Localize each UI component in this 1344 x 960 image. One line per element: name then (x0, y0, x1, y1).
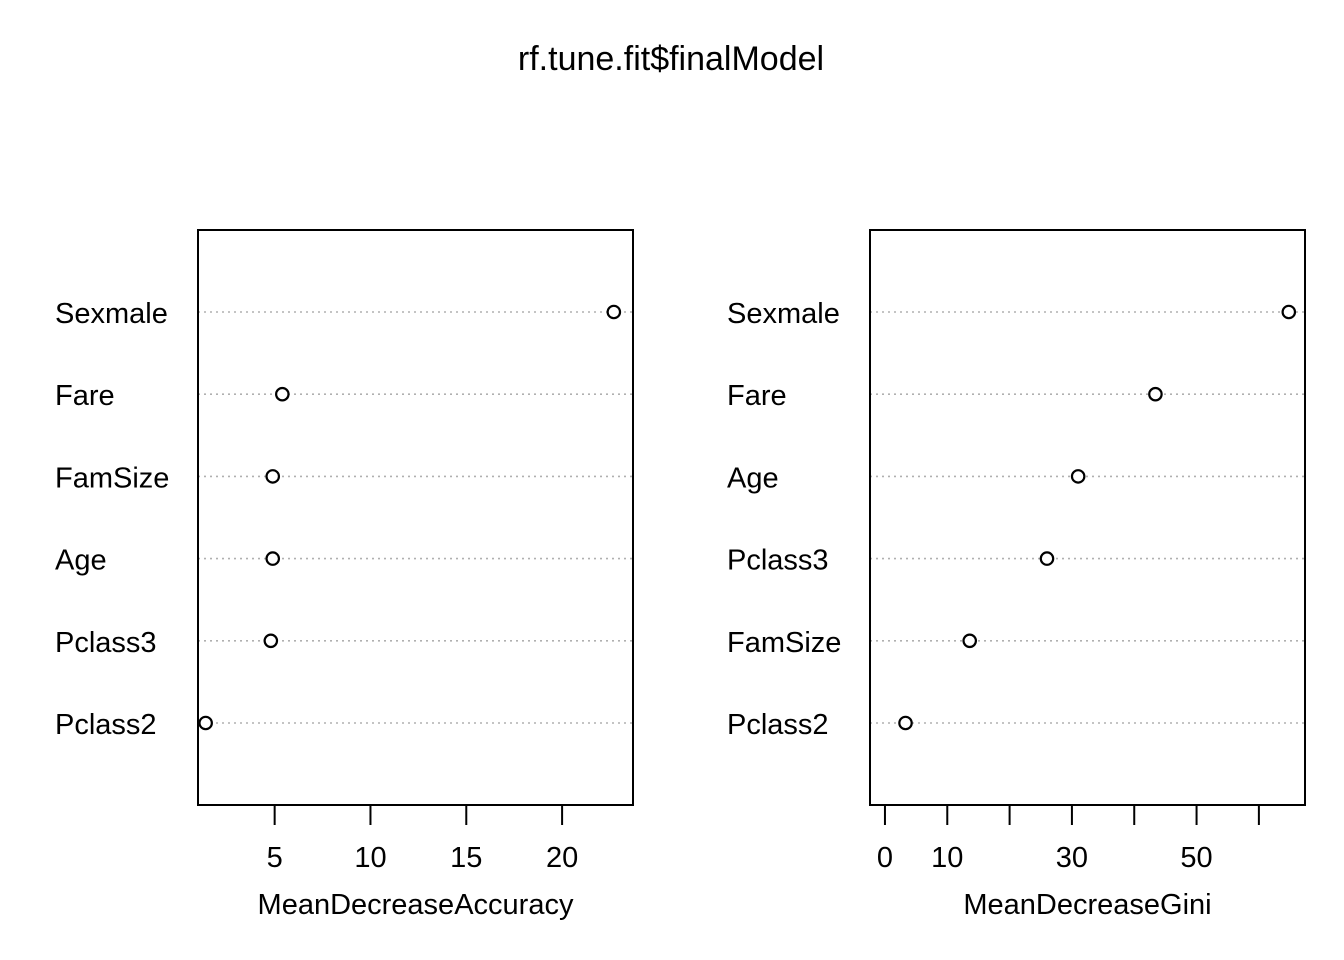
category-label: Sexmale (727, 298, 840, 330)
category-label: Fare (727, 380, 787, 412)
point-fare (275, 386, 290, 402)
chart-title: rf.tune.fit$finalModel (518, 40, 824, 78)
point-fare (1148, 386, 1163, 402)
category-label: Age (727, 462, 779, 494)
x-tick-label: 50 (1180, 842, 1212, 874)
point-age (1070, 469, 1086, 484)
x-tick-label: 15 (450, 842, 482, 874)
x-axis-title: MeanDecreaseAccuracy (258, 889, 574, 921)
point-famsize (962, 633, 978, 649)
x-tick-label: 20 (546, 842, 578, 874)
category-label: Pclass3 (55, 627, 157, 659)
point-pclass2 (198, 715, 213, 731)
x-axis-title: MeanDecreaseGini (963, 889, 1211, 921)
category-label: Pclass3 (727, 545, 829, 577)
panel-mean-decrease-gini: Sexmale Fare Age Pclass3 FamSize Pclass2 0 10 30… (727, 229, 1306, 921)
x-tick-label: 10 (354, 842, 386, 874)
category-label: Pclass2 (727, 709, 829, 741)
point-sexmale (1281, 304, 1297, 320)
point-pclass3 (1039, 551, 1055, 566)
x-tick-label: 5 (267, 842, 283, 874)
category-label: Age (55, 545, 107, 577)
point-pclass3 (263, 633, 279, 649)
category-label: FamSize (727, 627, 841, 659)
point-famsize (265, 469, 281, 484)
category-label: Pclass2 (55, 709, 157, 741)
plot-frame (197, 229, 634, 806)
category-label: Fare (55, 380, 115, 412)
plot-frame (869, 229, 1306, 806)
x-tick-label: 30 (1056, 842, 1088, 874)
category-label: FamSize (55, 462, 169, 494)
point-pclass2 (898, 715, 913, 731)
x-tick-label: 10 (931, 842, 963, 874)
point-age (265, 551, 281, 566)
x-tick-label: 0 (877, 842, 893, 874)
category-label: Sexmale (55, 298, 168, 330)
panel-mean-decrease-accuracy: Sexmale Fare FamSize Age Pclass3 Pclass2 5 10 15… (55, 229, 634, 921)
point-sexmale (606, 304, 622, 320)
